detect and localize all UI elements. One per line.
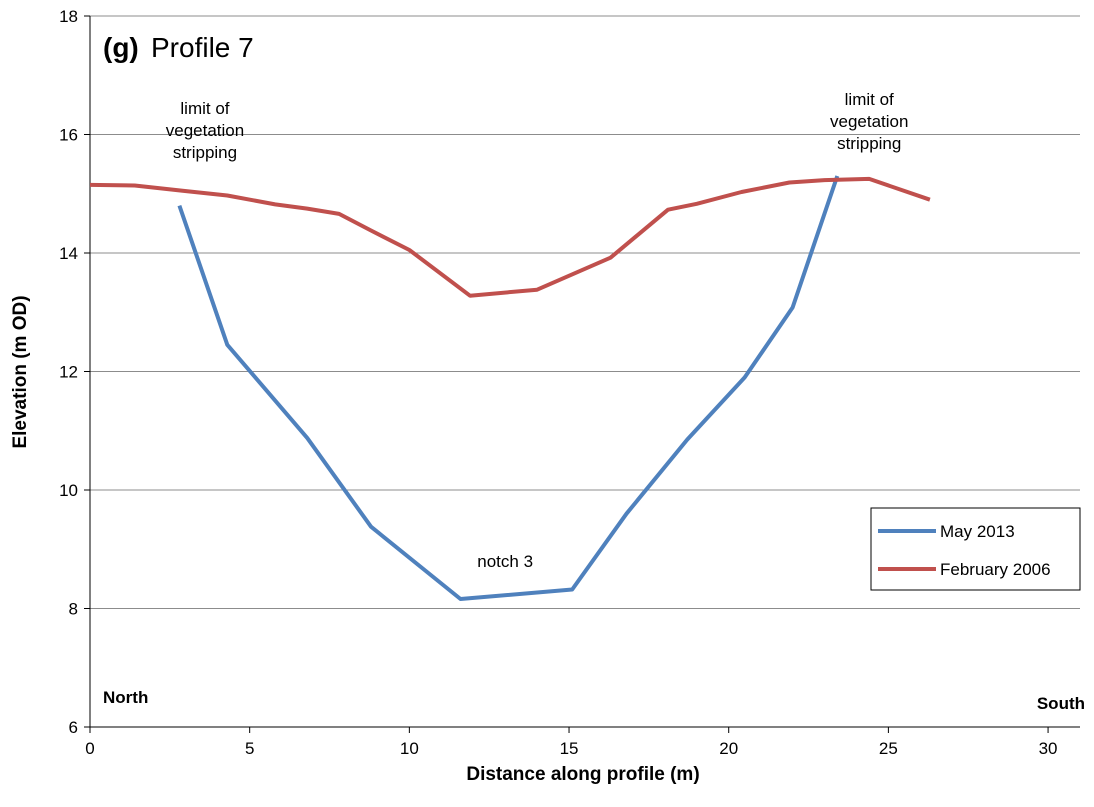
annotation-0-line-0: limit of [180,99,229,118]
gridlines [90,15,1080,609]
x-tick-label-15: 15 [560,739,579,758]
annotation-1-line-2: stripping [837,134,901,153]
y-tick-label-16: 16 [59,126,78,145]
series-lines [89,175,931,601]
x-tick-label-25: 25 [879,739,898,758]
chart-title-prefix: (g) [103,32,139,63]
y-tick-label-18: 18 [59,7,78,26]
x-tick-labels: 0 5 10 15 20 25 30 [85,739,1057,758]
y-tick-label-6: 6 [69,718,78,737]
y-tick-label-12: 12 [59,363,78,382]
chart-title: Profile 7 [151,32,254,63]
x-tick-label-10: 10 [400,739,419,758]
corner-label-north: North [103,688,148,707]
series-line-0 [177,175,840,601]
annotation-0-line-1: vegetation [166,121,244,140]
axes [84,15,1080,733]
annotation-1-line-1: vegetation [830,112,908,131]
series-line-1 [89,176,931,298]
corner-label-south: South [1037,694,1085,713]
annotation-0-line-2: stripping [173,143,237,162]
x-tick-label-5: 5 [245,739,254,758]
y-tick-label-8: 8 [69,600,78,619]
legend-label-0: May 2013 [940,522,1015,541]
y-axis-title: Elevation (m OD) [10,295,31,448]
y-tick-label-14: 14 [59,244,78,263]
legend-label-1: February 2006 [940,560,1051,579]
y-tick-label-10: 10 [59,481,78,500]
y-tick-labels: 6 8 10 12 14 16 18 [59,7,78,737]
legend: May 2013 February 2006 [870,507,1081,591]
legend-box [870,507,1081,591]
annotation-1-line-0: limit of [845,90,894,109]
x-axis-title: Distance along profile (m) [466,764,699,785]
x-tick-label-0: 0 [85,739,94,758]
x-tick-label-20: 20 [719,739,738,758]
annotation-2-line-0: notch 3 [477,552,533,571]
x-tick-label-30: 30 [1039,739,1058,758]
annotations: limit of vegetation stripping limit of veget… [166,90,909,571]
